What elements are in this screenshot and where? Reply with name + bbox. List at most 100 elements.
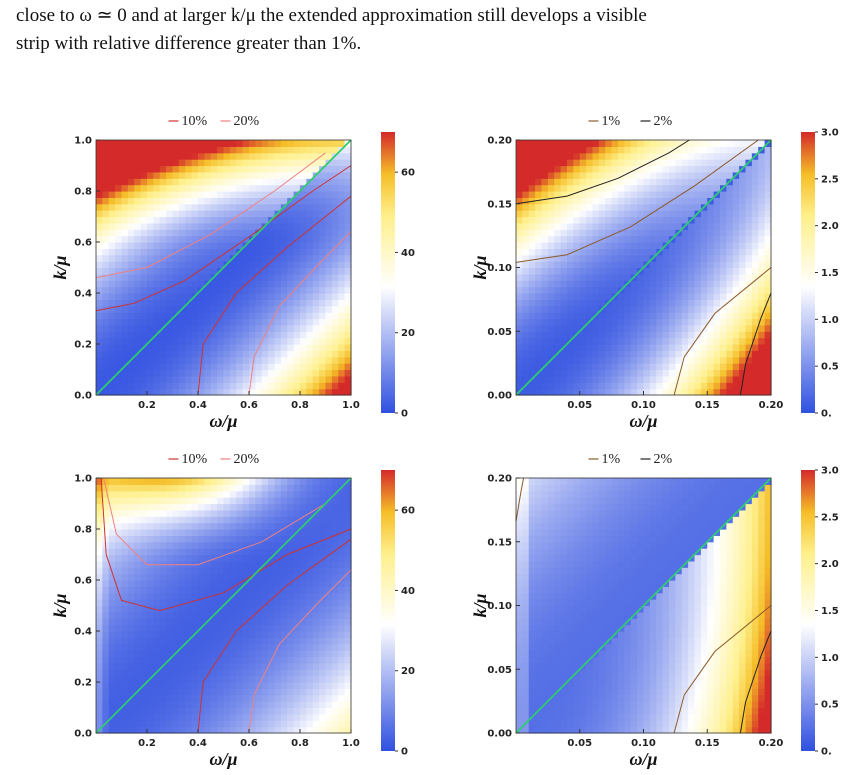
heatmap-cell bbox=[312, 242, 320, 249]
heatmap-cell bbox=[140, 522, 148, 530]
heatmap-cell bbox=[338, 235, 346, 243]
heatmap-cell bbox=[280, 350, 288, 358]
heatmap-cell bbox=[300, 305, 307, 313]
heatmap-cell bbox=[656, 146, 664, 154]
heatmap-cell bbox=[567, 178, 574, 186]
heatmap-cell bbox=[338, 720, 346, 728]
heatmap-cell bbox=[319, 222, 327, 230]
heatmap-cell bbox=[656, 222, 664, 230]
heatmap-cell bbox=[344, 356, 352, 364]
heatmap-cell bbox=[732, 382, 740, 390]
heatmap-cell bbox=[198, 159, 205, 167]
heatmap-cell bbox=[319, 293, 327, 300]
heatmap-cell bbox=[178, 382, 186, 390]
heatmap-cell bbox=[554, 242, 562, 249]
heatmap-cell bbox=[598, 178, 606, 186]
heatmap-cell bbox=[268, 324, 276, 332]
heatmap-cell bbox=[198, 611, 205, 619]
heatmap-cell bbox=[280, 369, 288, 377]
heatmap-cell bbox=[159, 554, 167, 562]
heatmap-cell bbox=[242, 599, 250, 607]
heatmap-cell bbox=[675, 350, 683, 358]
heatmap-cell bbox=[293, 140, 301, 147]
heatmap-cell bbox=[300, 178, 307, 186]
heatmap-cell bbox=[700, 210, 708, 218]
heatmap-cell bbox=[312, 146, 320, 154]
heatmap-cell bbox=[586, 248, 594, 256]
heatmap-cell bbox=[675, 146, 683, 154]
heatmap-cell bbox=[147, 573, 154, 581]
heatmap-cell bbox=[140, 350, 148, 358]
heatmap-cell bbox=[210, 210, 218, 218]
heatmap-cell bbox=[535, 178, 543, 186]
heatmap-cell bbox=[694, 273, 702, 281]
heatmap-cell bbox=[127, 229, 135, 237]
heatmap-cell bbox=[325, 586, 333, 594]
heatmap-cell bbox=[185, 618, 193, 626]
heatmap-cell bbox=[605, 344, 613, 351]
heatmap-cell bbox=[624, 312, 632, 320]
heatmap-cell bbox=[223, 273, 231, 281]
heatmap-cell bbox=[567, 242, 574, 249]
heatmap-cell bbox=[134, 152, 142, 160]
heatmap-cell bbox=[605, 267, 613, 275]
heatmap-cell bbox=[172, 573, 180, 581]
heatmap-cell bbox=[153, 529, 161, 536]
heatmap-cell bbox=[236, 529, 244, 536]
heatmap-cell bbox=[713, 267, 721, 275]
heatmap-cell bbox=[147, 375, 154, 383]
heatmap-cell bbox=[675, 299, 683, 307]
heatmap-cell bbox=[554, 337, 562, 345]
heatmap-cell bbox=[204, 688, 212, 696]
y-tick-label: 0.4 bbox=[74, 627, 92, 638]
heatmap-cell bbox=[331, 350, 339, 358]
heatmap-cell bbox=[694, 331, 702, 339]
heatmap-cell bbox=[293, 490, 301, 498]
heatmap-cell bbox=[707, 210, 715, 218]
heatmap-cell bbox=[528, 248, 536, 256]
heatmap-cell bbox=[172, 305, 180, 313]
heatmap-cell bbox=[102, 478, 110, 485]
heatmap-cell bbox=[140, 248, 148, 256]
heatmap-cell bbox=[598, 184, 606, 192]
heatmap-cell bbox=[166, 388, 174, 396]
heatmap-cell bbox=[185, 478, 193, 485]
heatmap-cell bbox=[108, 643, 116, 651]
y-tick-label: 0.00 bbox=[487, 391, 512, 402]
heatmap-cell bbox=[191, 586, 199, 594]
heatmap-cell bbox=[96, 688, 103, 696]
heatmap-cell bbox=[223, 369, 231, 377]
heatmap-cell bbox=[758, 178, 766, 186]
heatmap-cell bbox=[300, 191, 307, 198]
heatmap-cell bbox=[713, 305, 721, 313]
heatmap-cell bbox=[198, 650, 205, 658]
heatmap-cell bbox=[185, 548, 193, 556]
heatmap-cell bbox=[516, 222, 523, 230]
heatmap-cell bbox=[611, 286, 619, 294]
heatmap-cell bbox=[185, 254, 193, 262]
heatmap-cell bbox=[280, 643, 288, 651]
heatmap-cell bbox=[166, 541, 174, 549]
heatmap-cell bbox=[229, 178, 237, 186]
heatmap-cell bbox=[249, 713, 256, 721]
heatmap-cell bbox=[300, 280, 307, 288]
heatmap-cell bbox=[166, 178, 174, 186]
heatmap-cell bbox=[331, 324, 339, 332]
heatmap-cell bbox=[127, 503, 135, 511]
heatmap-cell bbox=[249, 312, 256, 320]
heatmap-cell bbox=[261, 210, 269, 218]
heatmap-svg: 10% 20%0.2 0.4 0.6 0.8 1.00.00.20.40.60.81.0ω… bbox=[50, 452, 415, 769]
heatmap-cell bbox=[287, 280, 295, 288]
heatmap-cell bbox=[268, 267, 276, 275]
heatmap-cell bbox=[268, 713, 276, 721]
heatmap-cell bbox=[223, 682, 231, 689]
heatmap-cell bbox=[127, 146, 135, 154]
heatmap-cell bbox=[255, 216, 263, 224]
heatmap-cell bbox=[732, 337, 740, 345]
heatmap-cell bbox=[624, 286, 632, 294]
heatmap-cell bbox=[115, 618, 123, 626]
heatmap-cell bbox=[127, 140, 135, 147]
heatmap-cell bbox=[191, 184, 199, 192]
heatmap-cell bbox=[713, 178, 721, 186]
heatmap-cell bbox=[611, 248, 619, 256]
